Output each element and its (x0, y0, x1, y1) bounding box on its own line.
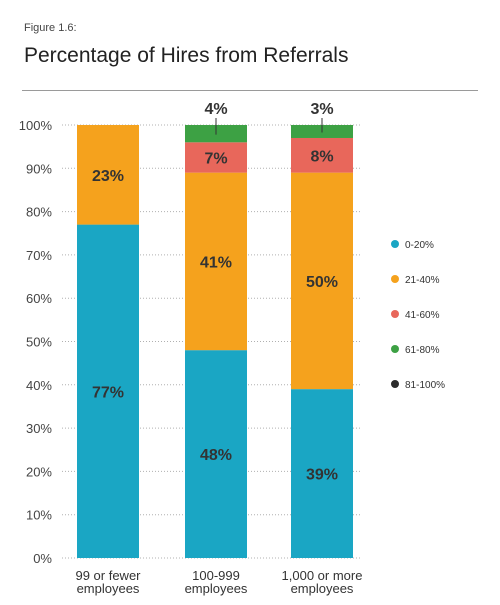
bar-segment (291, 137, 353, 173)
x-category-label: employees (77, 581, 140, 596)
legend-label: 81-100% (405, 380, 445, 391)
y-tick-label: 100% (19, 118, 53, 133)
y-tick-label: 90% (26, 161, 52, 176)
legend: 0-20% 21-40% 41-60% 61-80% 81-100% (391, 240, 445, 391)
bar-segment (185, 142, 247, 173)
y-tick-label: 0% (33, 551, 52, 566)
bar-segment (77, 125, 139, 225)
legend-label: 21-40% (405, 275, 440, 286)
segment-value-label: 7% (204, 150, 227, 167)
x-category-label: employees (291, 581, 354, 596)
x-category-label: employees (185, 581, 248, 596)
bar-segment (77, 224, 139, 558)
legend-swatch (391, 240, 399, 248)
segment-value-label: 48% (200, 447, 232, 464)
segment-value-label: 4% (204, 101, 227, 118)
segment-labels: 77% 23% 48% 41% 7% 4% 39% 50% 8% 3% (92, 101, 338, 484)
bars (77, 125, 353, 558)
segment-value-label: 77% (92, 384, 124, 401)
segment-value-label: 3% (310, 101, 333, 118)
legend-swatch (391, 380, 399, 388)
bar-segment (291, 389, 353, 558)
legend-swatch (391, 310, 399, 318)
segment-value-label: 41% (200, 254, 232, 271)
legend-label: 41-60% (405, 310, 440, 321)
x-axis-categories: 99 or feweremployees100-999employees1,00… (75, 568, 362, 596)
y-tick-label: 40% (26, 378, 52, 393)
y-tick-label: 10% (26, 508, 52, 523)
segment-value-label: 39% (306, 467, 338, 484)
segment-value-label: 8% (310, 148, 333, 165)
bar-segment (185, 350, 247, 558)
segment-value-label: 23% (92, 168, 124, 185)
y-tick-label: 30% (26, 421, 52, 436)
figure-label: Figure 1.6: (24, 22, 77, 34)
legend-label: 0-20% (405, 240, 434, 251)
y-tick-label: 20% (26, 464, 52, 479)
y-tick-label: 70% (26, 248, 52, 263)
y-axis-ticks: 0% 10% 20% 30% 40% 50% 60% 70% 80% 90% 100% (19, 118, 53, 566)
y-tick-label: 80% (26, 205, 52, 220)
segment-value-label: 50% (306, 274, 338, 291)
legend-label: 61-80% (405, 345, 440, 356)
x-category-label: 1,000 or more (282, 568, 363, 583)
chart-title: Percentage of Hires from Referrals (24, 44, 349, 67)
y-tick-label: 50% (26, 335, 52, 350)
bar-segment (291, 172, 353, 390)
legend-swatch (391, 345, 399, 353)
title-divider (22, 90, 478, 91)
bar-segment (185, 172, 247, 351)
x-category-label: 100-999 (192, 568, 240, 583)
x-category-label: 99 or fewer (75, 568, 141, 583)
y-tick-label: 60% (26, 291, 52, 306)
legend-swatch (391, 275, 399, 283)
